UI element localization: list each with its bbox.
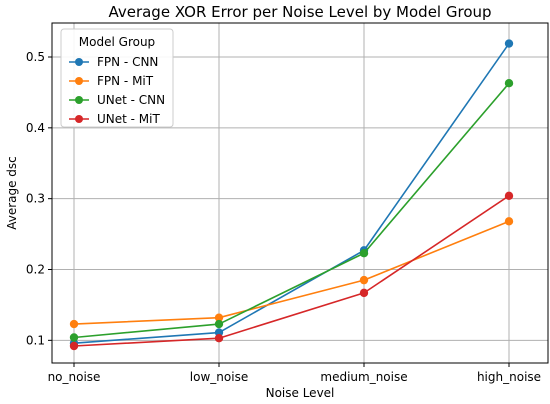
data-point xyxy=(69,319,79,329)
legend-item: FPN - MiT xyxy=(69,74,154,88)
series-fpn-mit xyxy=(69,217,514,329)
data-point xyxy=(69,341,79,351)
legend-item: UNet - MiT xyxy=(69,112,160,126)
legend-label: FPN - MiT xyxy=(97,74,154,88)
data-point xyxy=(359,275,369,285)
series-line xyxy=(73,220,510,325)
y-axis-label: Average dsc xyxy=(5,156,19,230)
series-line xyxy=(73,195,510,347)
data-point xyxy=(69,333,79,342)
data-point xyxy=(214,313,224,322)
legend: Model Group FPN - CNN FPN - MiT UNet - CNN… xyxy=(60,28,174,128)
legend-label: UNet - CNN xyxy=(97,93,165,107)
legend-item: FPN - CNN xyxy=(69,55,158,69)
series-line xyxy=(73,82,510,339)
legend-marker xyxy=(75,115,83,123)
data-point xyxy=(504,217,514,226)
y-tick-label: 0.2 xyxy=(26,263,45,277)
y-tick-label: 0.3 xyxy=(26,192,45,206)
data-point xyxy=(359,249,369,258)
series-layer xyxy=(69,39,514,351)
x-axis-label: Noise Level xyxy=(266,386,335,400)
legend-box xyxy=(60,28,174,128)
legend-marker xyxy=(75,96,83,104)
legend-title: Model Group xyxy=(79,35,155,49)
series-unet-cnn xyxy=(69,79,514,342)
x-tick-label: no_noise xyxy=(48,370,101,384)
data-point xyxy=(504,79,514,88)
data-point xyxy=(359,288,369,298)
data-point xyxy=(504,39,514,48)
y-tick-label: 0.4 xyxy=(26,121,45,135)
legend-label: UNet - MiT xyxy=(97,112,160,126)
y-tick-label: 0.1 xyxy=(26,333,45,347)
data-point xyxy=(214,319,224,329)
x-tick-label: high_noise xyxy=(477,370,541,384)
series-line xyxy=(73,42,510,344)
data-point xyxy=(504,191,514,201)
data-point xyxy=(214,334,224,343)
x-tick-label: medium_noise xyxy=(320,370,407,384)
legend-items: FPN - CNN FPN - MiT UNet - CNN UNet - MiT xyxy=(69,55,165,126)
legend-marker xyxy=(75,77,83,85)
axes-layer: no_noise low_noise medium_noise high_noise 0… xyxy=(26,50,541,384)
legend-label: FPN - CNN xyxy=(97,55,158,69)
legend-marker xyxy=(75,58,83,66)
series-unet-mit xyxy=(69,191,514,351)
x-tick-label: low_noise xyxy=(190,370,248,384)
plot-frame xyxy=(51,22,549,364)
legend-item: UNet - CNN xyxy=(69,93,165,107)
chart-title: Average XOR Error per Noise Level by Mod… xyxy=(108,3,491,21)
y-tick-label: 0.5 xyxy=(26,50,45,64)
